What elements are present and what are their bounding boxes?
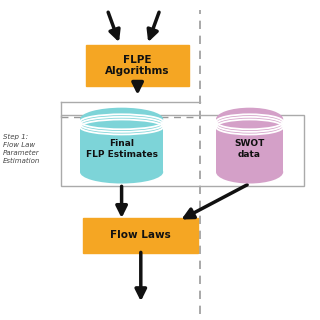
Text: Final
FLP Estimates: Final FLP Estimates [86,139,157,159]
FancyBboxPatch shape [83,218,198,253]
FancyBboxPatch shape [86,45,189,86]
Text: Step 1:
Flow Law
Parameter
Estimation: Step 1: Flow Law Parameter Estimation [3,134,41,164]
Ellipse shape [216,161,283,184]
Text: Flow Laws: Flow Laws [110,230,171,240]
Ellipse shape [80,108,163,131]
Text: SWOT
data: SWOT data [235,139,265,159]
Ellipse shape [80,161,163,184]
Text: FLPE
Algorithms: FLPE Algorithms [105,55,170,76]
Ellipse shape [216,108,283,131]
FancyBboxPatch shape [216,119,283,172]
FancyBboxPatch shape [80,119,163,172]
